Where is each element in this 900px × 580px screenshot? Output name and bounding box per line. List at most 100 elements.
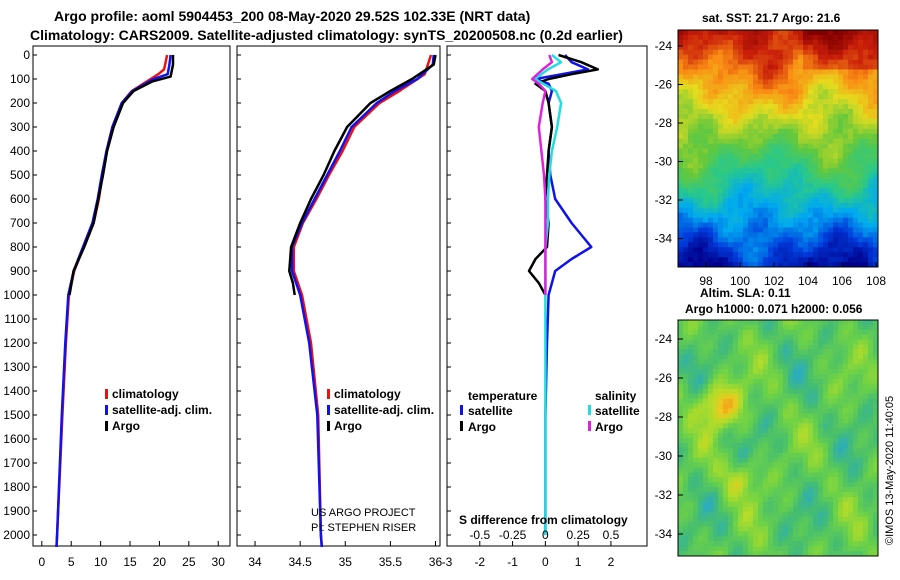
sst-map-cell — [738, 252, 744, 258]
sst-map-cell — [793, 227, 799, 233]
sla-map-cell — [798, 531, 804, 537]
sla-map-cell — [753, 374, 759, 380]
sla-map-cell — [843, 339, 849, 345]
sla-map-cell — [713, 501, 719, 508]
sst-map-cell — [728, 84, 734, 90]
sst-map-cell — [758, 192, 764, 199]
sla-map-cell — [843, 541, 849, 547]
sla-map-cell — [743, 428, 749, 434]
depth-tick-label: 2000 — [3, 528, 30, 542]
sla-map-cell — [718, 497, 724, 503]
sst-map-cell — [833, 197, 839, 204]
sla-map-cell — [853, 418, 859, 424]
sst-map-cell — [718, 123, 724, 130]
sla-map-cell — [683, 320, 689, 326]
sst-map-cell — [868, 94, 874, 100]
sst-map-cell — [763, 232, 769, 238]
sst-map-cell — [843, 74, 849, 80]
sst-map-cell — [778, 222, 784, 228]
sst-map-cell — [718, 178, 724, 184]
sst-map-cell — [758, 158, 764, 164]
sst-map-cell — [743, 74, 749, 80]
sst-map-cell — [703, 222, 709, 228]
sla-map-cell — [863, 354, 869, 360]
sst-map-cell — [718, 217, 724, 223]
sla-map-cell — [703, 472, 709, 478]
sla-map-cell — [683, 438, 689, 444]
sst-map-cell — [793, 257, 799, 263]
sst-map-cell — [758, 202, 764, 209]
sla-map-cell — [778, 438, 784, 444]
sst-map-cell — [783, 133, 789, 139]
sla-map-cell — [793, 452, 799, 458]
sla-map-cell — [758, 462, 764, 468]
sst-map-cell — [708, 94, 714, 100]
sst-map-cell — [728, 252, 734, 258]
sst-map-cell — [838, 123, 844, 130]
sla-map-cell — [793, 482, 799, 488]
sst-map-cell — [848, 99, 854, 105]
sst-map-cell — [748, 34, 754, 41]
sla-map-cell — [693, 516, 699, 522]
sla-map-cell — [793, 472, 799, 478]
sla-map-cell — [773, 482, 779, 488]
sst-map-cell — [843, 49, 849, 55]
sst-map-cell — [693, 257, 699, 263]
sst-map-cell — [773, 252, 779, 258]
sla-map-cell — [683, 383, 689, 390]
sst-map-cell — [783, 242, 789, 248]
sst-map-cell — [738, 153, 744, 159]
sla-map-cell — [873, 423, 879, 429]
sla-map-cell — [863, 511, 869, 517]
sla-map-cell — [733, 452, 739, 458]
sla-map-cell — [703, 339, 709, 345]
sla-map-cell — [713, 423, 719, 429]
sla-map-cell — [773, 359, 779, 365]
sla-map-cell — [753, 354, 759, 360]
sst-map-cell — [783, 54, 789, 60]
sla-map-frame — [677, 319, 879, 557]
sst-map-cell — [733, 232, 739, 238]
sst-map-cell — [748, 64, 754, 70]
sla-map-cell — [738, 364, 744, 370]
sst-map-cell — [798, 109, 804, 115]
sst-map-cell — [678, 183, 684, 189]
sla-map-cell — [788, 541, 794, 547]
sst-map-cell — [778, 192, 784, 199]
sst-map-cell — [698, 232, 704, 238]
legend-label-satellite: satellite-adj. clim. — [334, 403, 434, 417]
sst-map-cell — [703, 74, 709, 80]
sla-map-cell — [853, 452, 859, 458]
sla-map-cell — [733, 359, 739, 365]
map-x-tick-label: 102 — [764, 274, 784, 288]
sst-map-cell — [688, 197, 694, 204]
sla-map-cell — [843, 403, 849, 409]
sla-map-cell — [713, 511, 719, 517]
sst-map-cell — [793, 128, 799, 134]
sst-map-cell — [778, 84, 784, 90]
sla-map-cell — [798, 398, 804, 404]
sst-map-cell — [858, 74, 864, 80]
sla-map-cell — [758, 531, 764, 537]
sst-map-cell — [778, 99, 784, 105]
sst-map-cell — [688, 212, 694, 218]
sla-map-cell — [678, 551, 684, 557]
sla-map-cell — [748, 492, 754, 498]
sst-map-cell — [808, 232, 814, 238]
sst-map-cell — [708, 84, 714, 90]
sst-map-cell — [783, 34, 789, 41]
sla-map-cell — [698, 511, 704, 517]
sst-map-cell — [838, 143, 844, 149]
sst-map-cell — [678, 123, 684, 130]
sst-map-cell — [833, 242, 839, 248]
sla-map-cell — [698, 477, 704, 483]
sst-map-cell — [793, 59, 799, 65]
sst-map-cell — [733, 44, 739, 51]
sla-map-cell — [838, 487, 844, 493]
sla-map-cell — [728, 482, 734, 488]
sla-map-cell — [733, 501, 739, 508]
sst-map-cell — [718, 153, 724, 159]
sla-map-cell — [798, 428, 804, 434]
sst-map-cell — [763, 49, 769, 55]
sst-map-cell — [803, 49, 809, 55]
